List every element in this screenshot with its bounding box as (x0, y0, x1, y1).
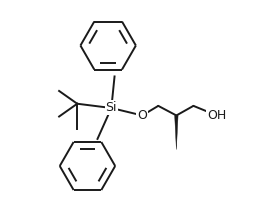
Text: O: O (137, 109, 147, 122)
Polygon shape (175, 116, 178, 149)
Text: OH: OH (207, 109, 227, 122)
Text: Si: Si (106, 102, 117, 114)
